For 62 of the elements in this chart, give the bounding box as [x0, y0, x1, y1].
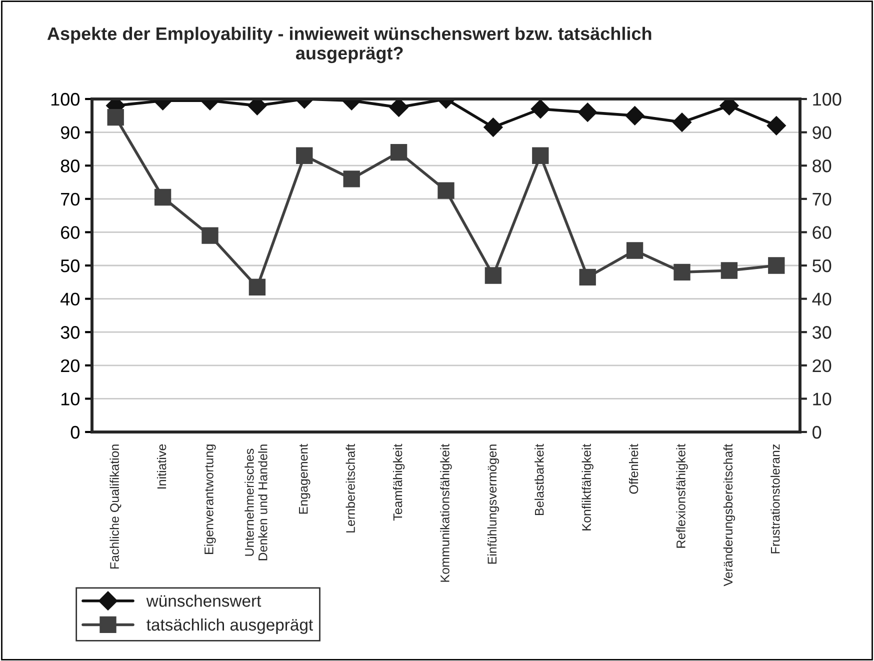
y-tick-label: 100 — [51, 92, 80, 106]
point — [674, 264, 690, 280]
y2-tick-label: 80 — [812, 160, 832, 172]
y2-tick-label: 40 — [812, 292, 832, 306]
point — [768, 257, 785, 274]
y-tick-label: 60 — [61, 226, 80, 239]
point — [766, 116, 786, 136]
x-tick-label: Teamfähigkeit — [392, 444, 405, 521]
y2-tick-label: 60 — [812, 226, 832, 239]
x-tick-label: Offenheit — [628, 444, 638, 494]
y-tick-label: 80 — [60, 160, 80, 172]
point — [296, 147, 313, 164]
point — [484, 118, 503, 137]
legend-label: tatsächlich ausgeprägt — [146, 618, 313, 634]
x-tick-label: Veränderungsbereitschaft — [723, 444, 736, 586]
x-tick-label: Reflexionsfähigkeit — [676, 444, 688, 548]
point — [202, 227, 218, 244]
point — [579, 268, 596, 286]
y-tick-label: 70 — [61, 192, 80, 206]
x-tick-label: Kommunikationsfähigkeit — [440, 444, 452, 582]
x-tick-label: Belastbarkeit — [534, 444, 544, 516]
y2-tick-label: 30 — [812, 326, 832, 339]
y-tick-label: 40 — [60, 292, 80, 306]
x-tick-label: Konfliktfähigkeit — [582, 444, 594, 530]
x-tick-label: Fachliche Qualifikation — [110, 444, 122, 569]
point — [530, 99, 550, 119]
y2-tick-label: 0 — [812, 426, 822, 439]
point — [107, 108, 124, 126]
point — [626, 242, 644, 259]
point — [154, 188, 172, 206]
point — [672, 112, 692, 132]
y-tick-label: 30 — [60, 326, 80, 339]
point — [343, 170, 360, 188]
y-tick-label: 50 — [60, 259, 80, 272]
point — [720, 262, 738, 279]
point — [484, 267, 502, 284]
y2-tick-label: 70 — [812, 192, 832, 206]
y2-tick-label: 50 — [812, 259, 832, 272]
x-tick-label: Engagement — [299, 444, 310, 514]
y2-tick-label: 20 — [812, 359, 832, 372]
point — [438, 182, 454, 199]
x-tick-label: Lernbereitschaft — [346, 444, 355, 532]
y-tick-label: 20 — [61, 359, 80, 372]
point — [625, 106, 644, 126]
y-tick-label: 90 — [60, 126, 80, 140]
y-tick-label: 0 — [70, 426, 80, 439]
point — [248, 278, 266, 296]
x-tick-label: Initiative — [156, 444, 166, 489]
x-tick-label: Unternehmerisches Denken und Handeln — [244, 444, 268, 560]
point — [578, 102, 598, 122]
y-tick-label: 10 — [61, 392, 80, 406]
y2-tick-label: 10 — [813, 392, 832, 406]
chart-title: Aspekte der Employability - inwieweit wünschenswert bzw. tatsächlich ausgeprägt? — [47, 26, 652, 64]
x-tick-label: Einfühlungsvermögen — [487, 444, 500, 564]
point — [532, 147, 549, 164]
x-tick-label: Eigenverantwortung — [204, 444, 216, 554]
x-tick-label: Frustrationstoleranz — [770, 444, 780, 554]
y2-tick-label: 100 — [813, 92, 842, 106]
point — [390, 144, 408, 161]
point — [389, 99, 408, 117]
y2-tick-label: 90 — [812, 126, 832, 140]
legend-label: wünschenswert — [146, 594, 262, 607]
